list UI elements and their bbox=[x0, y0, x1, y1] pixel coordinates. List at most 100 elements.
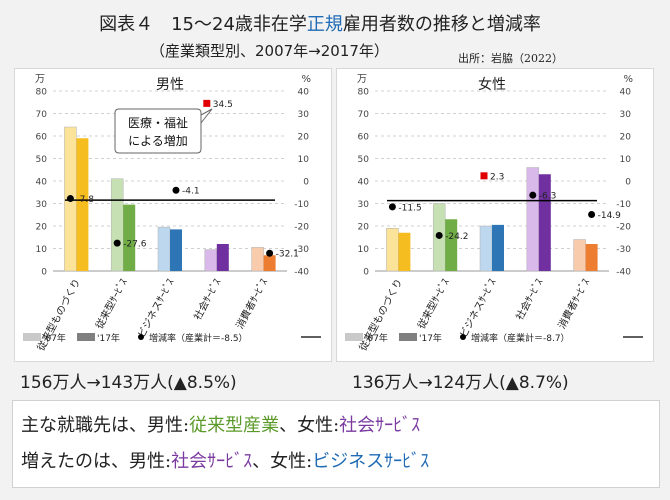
bar-2007 bbox=[204, 249, 218, 272]
rate-marker bbox=[588, 211, 596, 219]
chart-subtitle: （産業類型別、2007年→2017年） bbox=[150, 42, 389, 60]
bar-2017 bbox=[538, 174, 551, 271]
right-tick-label: -10 bbox=[294, 200, 309, 210]
bar-2007 bbox=[386, 228, 399, 272]
left-tick-label: 10 bbox=[36, 245, 48, 255]
right-tick-label: -40 bbox=[294, 268, 309, 278]
female-chart: 万 % 女性 0 10 20 30 40 50 60 70 80 -40 -30 -20 -10 0 10 20 30… bbox=[345, 74, 643, 353]
female-chart-panel: 万% 女性 0 10 20 30 40 50 60 70 80 -40 -30 -20 -10 0 10 20 30… bbox=[336, 68, 654, 362]
summary-line-2: 増えたのは、男性:社会ｻｰﾋﾞｽ、女性:ビジネスｻｰﾋﾞｽ bbox=[21, 451, 430, 472]
left-tick-label: 50 bbox=[36, 155, 48, 165]
panel-title: 女性 bbox=[478, 76, 506, 93]
right-tick-label: 20 bbox=[620, 133, 632, 143]
rate-marker bbox=[480, 172, 488, 180]
rate-label: -11.5 bbox=[398, 203, 421, 213]
bar-2007 bbox=[251, 247, 264, 272]
left-tick-label: 50 bbox=[358, 155, 370, 165]
left-tick-label: 80 bbox=[36, 88, 48, 98]
category-label: 従来型ｻｰﾋﾞｽ bbox=[415, 276, 452, 331]
right-tick-label: 10 bbox=[298, 155, 310, 165]
category-label: 社会ｻｰﾋﾞｽ bbox=[513, 276, 546, 322]
right-tick-label: 30 bbox=[298, 110, 310, 120]
rate-label: -14.9 bbox=[598, 211, 622, 221]
bar-2017 bbox=[398, 232, 411, 271]
legend-label-rate: 増減率（産業計＝-8.7） bbox=[471, 332, 570, 344]
legend-swatch-2017 bbox=[399, 333, 417, 341]
category-label: ビジネスｻｰﾋﾞｽ bbox=[458, 277, 499, 340]
right-tick-label: 0 bbox=[625, 178, 631, 188]
legend-rate-marker bbox=[460, 334, 466, 340]
right-tick-label: -40 bbox=[616, 268, 631, 278]
bar-2017 bbox=[445, 219, 458, 271]
male-chart-panel: 万% 男性 0 10 20 30 40 50 60 70 80 -40 -30 -20 -10 0 10 20 30… bbox=[14, 68, 332, 362]
rate-label: -7.8 bbox=[76, 195, 94, 205]
left-tick-label: 0 bbox=[363, 268, 369, 278]
left-tick-label: 80 bbox=[358, 88, 370, 98]
rate-label: 2.3 bbox=[490, 172, 504, 182]
left-axis-unit: 万 bbox=[357, 74, 367, 85]
left-tick-label: 40 bbox=[358, 178, 370, 188]
left-tick-label: 30 bbox=[36, 200, 48, 210]
callout-line-1: 医療・福祉 bbox=[128, 115, 188, 130]
right-tick-label: 40 bbox=[620, 88, 632, 98]
right-tick-label: 0 bbox=[303, 178, 309, 188]
female-result: 136万人→124万人(▲8.7%) bbox=[352, 373, 569, 393]
right-tick-label: -30 bbox=[294, 245, 309, 255]
male-result: 156万人→143万人(▲8.5%) bbox=[20, 373, 237, 393]
left-tick-label: 20 bbox=[36, 223, 48, 233]
rate-marker bbox=[66, 195, 74, 203]
legend-label-2007: '07年 bbox=[43, 332, 66, 344]
male-chart: 万 % 男性 0 10 20 30 40 50 60 70 80 -40 -30 -20 -10 0 10 20 30… bbox=[23, 74, 321, 353]
left-tick-label: 20 bbox=[358, 223, 370, 233]
category-label: ビジネスｻｰﾋﾞｽ bbox=[136, 277, 177, 340]
rate-marker bbox=[435, 231, 443, 239]
left-tick-label: 70 bbox=[358, 110, 370, 120]
bar-2007 bbox=[526, 167, 540, 272]
bar-2017 bbox=[216, 244, 229, 271]
category-label: 消費者ｻｰﾋﾞｽ bbox=[233, 276, 270, 331]
rate-label: -27.6 bbox=[123, 240, 147, 250]
right-tick-label: -20 bbox=[294, 223, 309, 233]
bar-2017 bbox=[263, 255, 276, 271]
bar-2017 bbox=[76, 138, 89, 271]
left-tick-label: 60 bbox=[358, 133, 370, 143]
right-tick-label: 20 bbox=[298, 133, 310, 143]
left-tick-label: 40 bbox=[36, 178, 48, 188]
left-tick-label: 70 bbox=[36, 110, 48, 120]
rate-label: -24.2 bbox=[445, 232, 468, 242]
right-tick-label: -30 bbox=[616, 245, 631, 255]
rate-label: -4.1 bbox=[182, 187, 200, 197]
source-note: 出所：岩脇（2022） bbox=[458, 52, 563, 65]
rate-marker bbox=[113, 239, 121, 247]
bar-2017 bbox=[123, 204, 136, 271]
callout-line-2: による増加 bbox=[128, 134, 188, 148]
bar-2017 bbox=[492, 224, 504, 271]
rate-marker bbox=[203, 99, 211, 107]
left-tick-label: 60 bbox=[36, 133, 48, 143]
legend-swatch-2007 bbox=[23, 333, 41, 341]
panel-title: 男性 bbox=[156, 77, 184, 93]
category-label: 消費者ｻｰﾋﾞｽ bbox=[555, 276, 592, 331]
right-axis-unit: % bbox=[623, 74, 633, 85]
left-axis-unit: 万 bbox=[35, 74, 45, 85]
bar-2007 bbox=[110, 178, 124, 272]
right-tick-label: -10 bbox=[616, 200, 631, 210]
legend-label-2017: '17年 bbox=[419, 332, 442, 344]
rate-marker bbox=[529, 191, 537, 199]
legend-label-2017: '17年 bbox=[97, 332, 120, 344]
legend-label-rate: 増減率（産業計＝-8.5） bbox=[149, 332, 248, 344]
rate-label: -32.1 bbox=[276, 250, 299, 260]
bar-2007 bbox=[157, 226, 171, 272]
legend-swatch-2007 bbox=[345, 333, 363, 341]
summary-box: 主な就職先は、男性:従来型産業、女性:社会ｻｰﾋﾞｽ 増えたのは、男性:社会ｻｰ… bbox=[12, 400, 660, 488]
right-tick-label: 40 bbox=[298, 88, 310, 98]
callout-bubble bbox=[114, 108, 213, 154]
bar-2007 bbox=[573, 239, 586, 272]
right-tick-label: 30 bbox=[620, 110, 632, 120]
chart-title: 図表４ 15～24歳非在学正規雇用者数の推移と増減率 bbox=[99, 14, 541, 35]
right-tick-label: 10 bbox=[620, 155, 632, 165]
left-tick-label: 0 bbox=[41, 268, 47, 278]
legend-swatch-2017 bbox=[77, 333, 95, 341]
category-label: 従来型ｻｰﾋﾞｽ bbox=[93, 276, 130, 331]
